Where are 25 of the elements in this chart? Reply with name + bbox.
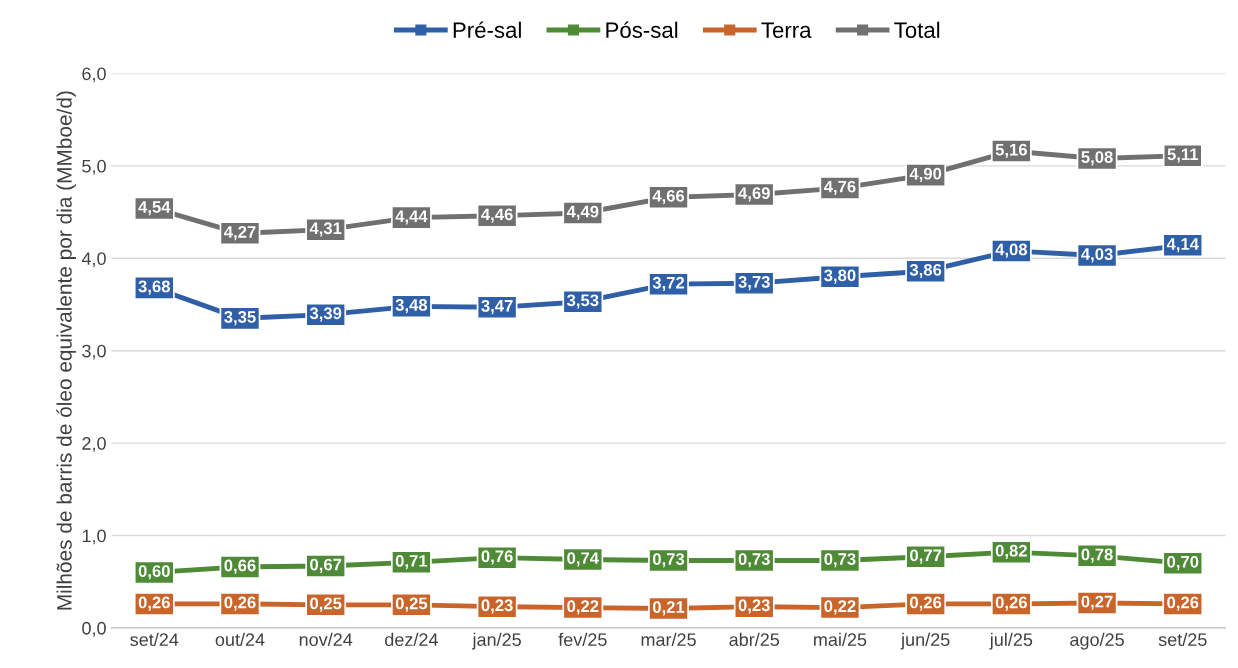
x-tick-label: dez/24 [385,632,438,647]
legend-label: Total [894,21,940,38]
y-tick-label: 1,0 [82,529,106,545]
y-tick-label: 5,0 [82,159,106,175]
y-tick-label: 4,0 [81,252,106,268]
x-tick-label: jan/25 [472,632,521,650]
y-tick-label: 6,0 [82,67,106,83]
x-tick-label: mai/25 [814,632,867,647]
y-tick-label: 3,0 [82,344,106,360]
x-tick-label: ago/25 [1070,632,1124,650]
x-tick-label: nov/24 [299,632,353,647]
x-tick-label: fev/25 [558,632,607,647]
x-tick-label: mar/25 [641,632,696,647]
x-tick-label: set/24 [130,632,179,647]
x-tick-label: out/24 [215,632,265,647]
y-tick-label: 0,0 [82,621,106,637]
x-tick-label: set/25 [1158,632,1207,647]
x-tick-label: jun/25 [900,632,950,650]
y-tick-label: 2,0 [82,437,106,452]
y-axis-title: Milhões de barris de óleo equivalente por dia (MMboe/d) [56,91,76,610]
legend-label: Pré-sal [453,21,521,38]
legend-label: Pós-sal [606,21,678,38]
x-tick-label: abr/25 [729,632,780,647]
x-tick-label: jul/25 [989,632,1033,650]
legend-label: Terra [761,22,812,38]
